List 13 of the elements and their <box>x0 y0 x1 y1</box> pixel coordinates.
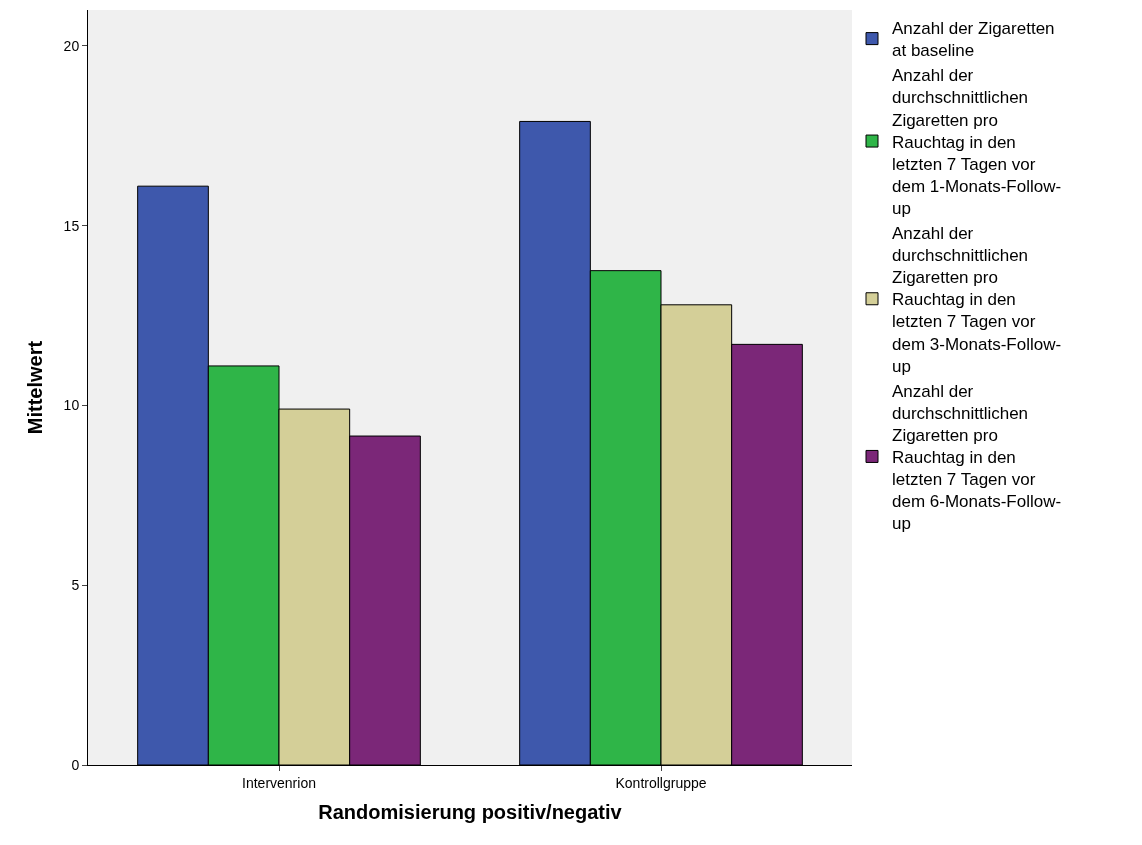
x-tick-label: Intervenrion <box>242 774 316 791</box>
legend-label: Anzahl der durchschnittlichen Zigaretten pro Rauchtag in den letzten 7 Tagen vor dem 1-Monats-Follow-up <box>892 66 1062 218</box>
y-tick-label: 5 <box>71 577 80 594</box>
y-axis-title: Mittelwert <box>24 340 47 435</box>
y-tick-label: 10 <box>63 397 80 414</box>
x-tick-label: Kontrollgruppe <box>615 774 707 791</box>
legend-label: Anzahl der durchschnittlichen Zigaretten pro Rauchtag in den letzten 7 Tagen vor dem 6-Monats-Follow-up <box>892 381 1062 534</box>
legend-label: Anzahl der Zigaretten at baseline <box>892 19 1055 61</box>
y-tick-label: 20 <box>63 37 80 54</box>
legend-label: Anzahl der durchschnittlichen Zigaretten pro Rauchtag in den letzten 7 Tagen vor dem 3-Monats-Follow-up <box>892 224 1062 376</box>
y-tick-label: 15 <box>63 217 80 234</box>
y-tick-label: 0 <box>71 756 80 773</box>
x-axis-title: Randomisierung positiv/negativ <box>318 801 623 824</box>
